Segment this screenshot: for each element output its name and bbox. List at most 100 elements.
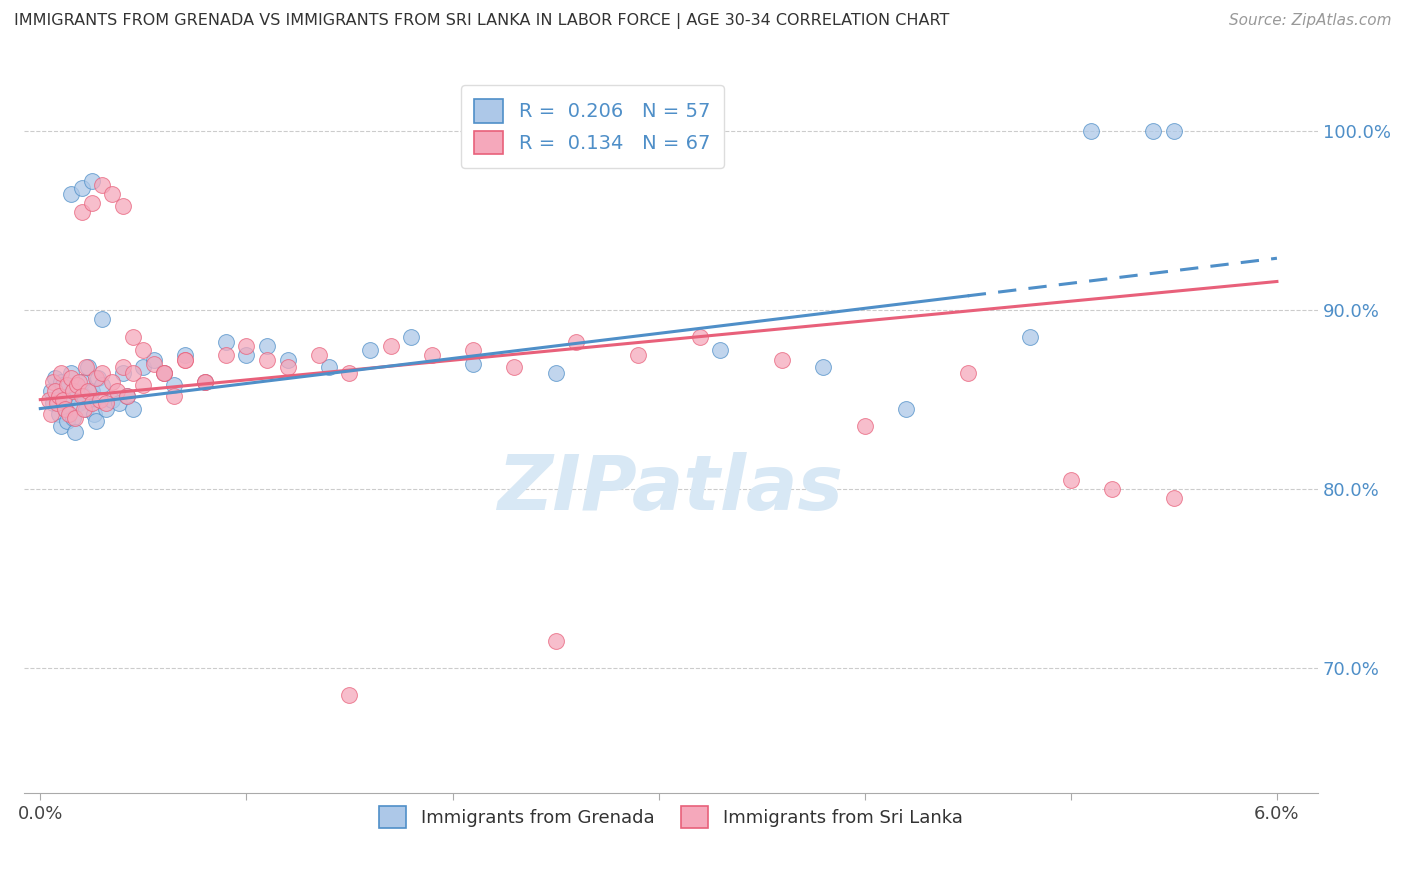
Point: [53, 401, 76, 416]
Point: [76, 384, 98, 398]
Point: [89, 392, 111, 407]
Point: [60, 186, 83, 201]
Point: [62, 410, 84, 425]
Point: [153, 366, 176, 380]
Point: [194, 375, 217, 389]
Point: [48, 407, 70, 421]
Point: [70, 375, 93, 389]
Point: [544, 634, 567, 648]
Point: [163, 378, 186, 392]
Point: [52, 378, 75, 392]
Point: [80, 384, 103, 398]
Point: [770, 353, 793, 368]
Point: [142, 357, 165, 371]
Point: [107, 396, 129, 410]
Point: [1163, 491, 1185, 505]
Text: ZIPatlas: ZIPatlas: [498, 452, 844, 526]
Point: [115, 389, 138, 403]
Point: [75, 401, 97, 416]
Point: [44, 371, 66, 385]
Point: [49, 419, 72, 434]
Point: [142, 353, 165, 368]
Point: [56, 414, 79, 428]
Point: [173, 353, 195, 368]
Text: Source: ZipAtlas.com: Source: ZipAtlas.com: [1229, 13, 1392, 29]
Point: [194, 375, 217, 389]
Point: [173, 348, 195, 362]
Point: [65, 410, 87, 425]
Point: [339, 366, 361, 380]
Point: [565, 335, 588, 350]
Point: [627, 348, 650, 362]
Point: [60, 366, 83, 380]
Point: [101, 186, 124, 201]
Point: [45, 396, 67, 410]
Point: [503, 360, 526, 375]
Point: [235, 348, 257, 362]
Point: [49, 375, 72, 389]
Point: [401, 330, 423, 344]
Point: [39, 407, 62, 421]
Point: [45, 392, 67, 407]
Point: [52, 392, 75, 407]
Point: [69, 396, 91, 410]
Point: [1080, 124, 1102, 138]
Legend: Immigrants from Grenada, Immigrants from Sri Lanka: Immigrants from Grenada, Immigrants from…: [373, 798, 970, 835]
Point: [84, 414, 107, 428]
Point: [72, 389, 94, 403]
Point: [380, 339, 402, 353]
Point: [461, 343, 484, 357]
Point: [339, 688, 361, 702]
Point: [1163, 124, 1185, 138]
Point: [956, 366, 979, 380]
Point: [69, 375, 91, 389]
Point: [153, 366, 176, 380]
Point: [105, 384, 128, 398]
Point: [87, 371, 110, 385]
Point: [84, 371, 107, 385]
Point: [1060, 473, 1083, 487]
Point: [122, 366, 145, 380]
Point: [96, 396, 118, 410]
Point: [66, 384, 89, 398]
Point: [132, 343, 155, 357]
Point: [70, 181, 93, 195]
Point: [813, 360, 835, 375]
Point: [277, 353, 299, 368]
Point: [853, 419, 876, 434]
Point: [318, 360, 340, 375]
Point: [235, 339, 257, 353]
Point: [215, 335, 238, 350]
Point: [194, 375, 217, 389]
Point: [80, 174, 103, 188]
Point: [215, 348, 238, 362]
Point: [544, 366, 567, 380]
Point: [44, 384, 66, 398]
Point: [41, 396, 63, 410]
Point: [91, 366, 114, 380]
Point: [66, 378, 89, 392]
Point: [308, 348, 330, 362]
Point: [101, 392, 124, 407]
Point: [1142, 124, 1164, 138]
Point: [461, 357, 484, 371]
Point: [111, 360, 134, 375]
Point: [111, 199, 134, 213]
Point: [38, 392, 60, 407]
Point: [277, 360, 299, 375]
Point: [39, 384, 62, 398]
Point: [111, 366, 134, 380]
Point: [41, 375, 63, 389]
Point: [70, 389, 93, 403]
Point: [83, 407, 105, 421]
Point: [48, 389, 70, 403]
Point: [91, 312, 114, 326]
Point: [101, 375, 124, 389]
Point: [115, 389, 138, 403]
Point: [72, 401, 94, 416]
Point: [49, 366, 72, 380]
Point: [689, 330, 711, 344]
Point: [91, 178, 114, 192]
Point: [132, 378, 155, 392]
Point: [256, 339, 278, 353]
